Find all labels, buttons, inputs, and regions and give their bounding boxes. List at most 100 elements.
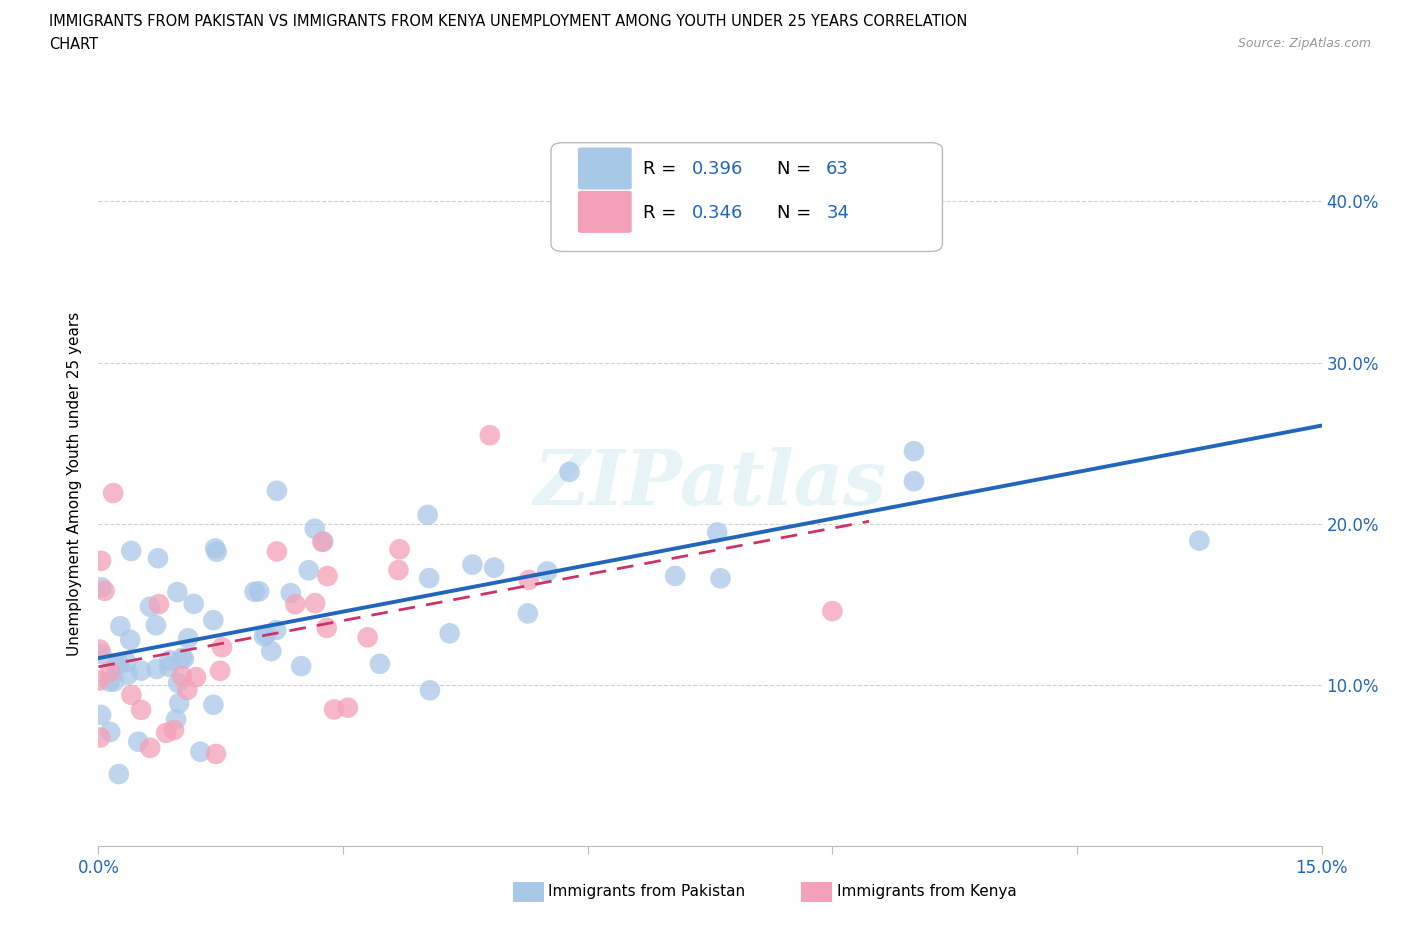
FancyBboxPatch shape [551, 142, 942, 251]
Point [558, 464, 581, 479]
Point [173, 651, 195, 666]
Point [439, 626, 461, 641]
Point [89, 642, 111, 657]
Point [323, 702, 346, 717]
Point [163, 723, 186, 737]
FancyBboxPatch shape [578, 148, 631, 190]
Point [304, 596, 326, 611]
Point [706, 525, 728, 540]
Point [159, 653, 181, 668]
Point [243, 584, 266, 599]
Point [103, 674, 125, 689]
Point [110, 618, 132, 633]
Text: 0.346: 0.346 [692, 204, 742, 221]
Point [98, 664, 121, 679]
Point [821, 604, 844, 618]
Point [536, 564, 558, 578]
Point [167, 696, 190, 711]
Point [98, 724, 121, 739]
Point [264, 622, 287, 637]
Point [87, 673, 110, 688]
Point [368, 657, 391, 671]
Point [115, 655, 138, 670]
Point [129, 663, 152, 678]
Point [298, 563, 321, 578]
Point [170, 650, 193, 665]
Point [284, 597, 307, 612]
Point [290, 658, 312, 673]
Point [139, 740, 162, 755]
Point [170, 669, 193, 684]
Point [90, 708, 112, 723]
Point [209, 663, 232, 678]
Point [260, 644, 283, 658]
Point [304, 522, 326, 537]
Text: CHART: CHART [49, 37, 98, 52]
Point [205, 544, 228, 559]
Point [312, 534, 335, 549]
Point [90, 646, 112, 661]
Point [120, 687, 142, 702]
Point [356, 630, 378, 644]
Point [204, 541, 226, 556]
Point [127, 735, 149, 750]
Point [903, 444, 925, 458]
Point [101, 485, 124, 500]
Point [107, 766, 129, 781]
Point [482, 560, 505, 575]
Point [315, 620, 337, 635]
Point [105, 658, 128, 673]
Point [120, 543, 142, 558]
Point [165, 712, 187, 727]
Point [177, 631, 200, 645]
Point [461, 557, 484, 572]
Point [664, 568, 686, 583]
Point [387, 563, 409, 578]
Text: 0.396: 0.396 [692, 160, 742, 179]
Point [120, 632, 142, 647]
Point [146, 551, 169, 565]
Point [709, 571, 731, 586]
Text: N =: N = [778, 204, 817, 221]
Point [202, 613, 225, 628]
Point [416, 508, 439, 523]
Point [90, 553, 112, 568]
Point [167, 675, 190, 690]
Point [211, 640, 233, 655]
Point [157, 659, 180, 674]
Point [145, 661, 167, 676]
Text: Immigrants from Pakistan: Immigrants from Pakistan [548, 884, 745, 899]
Point [139, 599, 162, 614]
Point [903, 473, 925, 488]
Point [98, 674, 121, 689]
Y-axis label: Unemployment Among Youth under 25 years: Unemployment Among Youth under 25 years [67, 312, 83, 656]
Point [190, 744, 212, 759]
Point [1188, 533, 1211, 548]
Point [254, 627, 277, 642]
Point [388, 542, 411, 557]
Text: IMMIGRANTS FROM PAKISTAN VS IMMIGRANTS FROM KENYA UNEMPLOYMENT AMONG YOUTH UNDER: IMMIGRANTS FROM PAKISTAN VS IMMIGRANTS F… [49, 14, 967, 29]
Text: R =: R = [643, 204, 682, 221]
Point [516, 606, 538, 621]
Text: Immigrants from Kenya: Immigrants from Kenya [837, 884, 1017, 899]
Point [183, 596, 205, 611]
Point [90, 580, 112, 595]
Point [311, 535, 333, 550]
Text: 63: 63 [827, 160, 849, 179]
Point [155, 725, 177, 740]
Point [280, 586, 302, 601]
Text: R =: R = [643, 160, 682, 179]
Point [205, 747, 228, 762]
Point [129, 702, 152, 717]
Point [266, 544, 288, 559]
Point [166, 585, 188, 600]
Point [145, 618, 167, 632]
Text: Source: ZipAtlas.com: Source: ZipAtlas.com [1237, 37, 1371, 50]
Point [202, 698, 225, 712]
Point [266, 484, 288, 498]
Point [336, 700, 359, 715]
Point [108, 656, 131, 671]
Text: 34: 34 [827, 204, 849, 221]
Point [419, 683, 441, 698]
Point [418, 571, 440, 586]
